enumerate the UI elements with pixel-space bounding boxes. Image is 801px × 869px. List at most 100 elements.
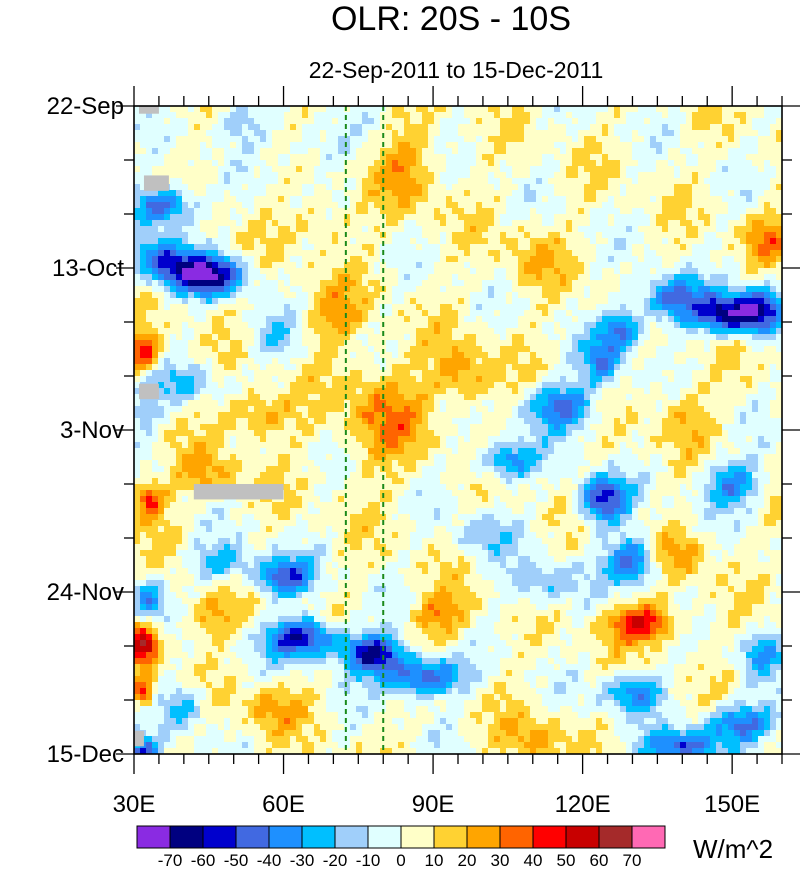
field-cell — [638, 256, 645, 263]
field-cell — [506, 208, 513, 215]
field-cell — [464, 376, 471, 383]
field-cell — [428, 220, 435, 227]
field-cell — [578, 370, 585, 377]
field-cell — [224, 328, 231, 335]
field-cell — [470, 154, 477, 161]
field-cell — [326, 142, 333, 149]
field-cell — [434, 298, 441, 305]
field-cell — [452, 292, 459, 299]
field-cell — [164, 202, 171, 209]
field-cell — [368, 148, 375, 155]
field-cell — [764, 352, 771, 359]
field-cell — [482, 274, 489, 281]
field-cell — [338, 244, 345, 251]
field-cell — [308, 310, 315, 317]
field-cell — [686, 142, 693, 149]
field-cell — [260, 202, 267, 209]
field-cell — [374, 160, 381, 167]
field-cell — [332, 352, 339, 359]
field-cell — [494, 274, 501, 281]
field-cell — [368, 214, 375, 221]
field-cell — [722, 232, 729, 239]
field-cell — [734, 148, 741, 155]
field-cell — [704, 160, 711, 167]
field-cell — [188, 376, 195, 383]
field-cell — [146, 346, 153, 353]
field-cell — [632, 208, 639, 215]
field-cell — [212, 268, 219, 275]
field-cell — [482, 370, 489, 377]
field-cell — [266, 124, 273, 131]
field-cell — [290, 154, 297, 161]
field-cell — [314, 112, 321, 119]
field-cell — [236, 328, 243, 335]
field-cell — [416, 160, 423, 167]
field-cell — [536, 142, 543, 149]
field-cell — [470, 322, 477, 329]
field-cell — [170, 370, 177, 377]
field-cell — [152, 364, 159, 371]
field-cell — [236, 310, 243, 317]
field-cell — [554, 214, 561, 221]
field-cell — [668, 280, 675, 287]
field-cell — [554, 154, 561, 161]
field-cell — [266, 244, 273, 251]
field-cell — [314, 334, 321, 341]
field-cell — [746, 172, 753, 179]
field-cell — [536, 262, 543, 269]
field-cell — [572, 322, 579, 329]
field-cell — [284, 208, 291, 215]
field-cell — [440, 136, 447, 143]
field-cell — [416, 328, 423, 335]
field-cell — [524, 160, 531, 167]
field-cell — [542, 112, 549, 119]
field-cell — [716, 286, 723, 293]
field-cell — [494, 358, 501, 365]
field-cell — [608, 232, 615, 239]
field-cell — [560, 328, 567, 335]
field-cell — [560, 136, 567, 143]
field-cell — [452, 298, 459, 305]
field-cell — [302, 298, 309, 305]
field-cell — [134, 322, 141, 329]
field-cell — [560, 130, 567, 137]
field-cell — [668, 232, 675, 239]
field-cell — [578, 364, 585, 371]
field-cell — [434, 256, 441, 263]
field-cell — [482, 112, 489, 119]
field-cell — [590, 286, 597, 293]
field-cell — [458, 124, 465, 131]
field-cell — [722, 244, 729, 251]
field-cell — [746, 160, 753, 167]
field-cell — [536, 358, 543, 365]
field-cell — [644, 148, 651, 155]
field-cell — [716, 352, 723, 359]
field-cell — [386, 106, 393, 113]
field-cell — [422, 292, 429, 299]
field-cell — [746, 154, 753, 161]
field-cell — [722, 172, 729, 179]
field-cell — [752, 262, 759, 269]
field-cell — [350, 274, 357, 281]
field-cell — [422, 280, 429, 287]
field-cell — [776, 310, 782, 317]
field-cell — [290, 322, 297, 329]
field-cell — [602, 316, 609, 323]
field-cell — [530, 148, 537, 155]
field-cell — [332, 124, 339, 131]
field-cell — [548, 304, 555, 311]
field-cell — [668, 370, 675, 377]
field-cell — [308, 352, 315, 359]
field-cell — [362, 166, 369, 173]
field-cell — [428, 232, 435, 239]
field-cell — [548, 136, 555, 143]
field-cell — [626, 214, 633, 221]
field-cell — [524, 304, 531, 311]
field-cell — [524, 172, 531, 179]
field-cell — [416, 370, 423, 377]
field-cell — [452, 364, 459, 371]
field-cell — [524, 334, 531, 341]
field-cell — [644, 262, 651, 269]
field-cell — [428, 250, 435, 257]
field-cell — [440, 208, 447, 215]
